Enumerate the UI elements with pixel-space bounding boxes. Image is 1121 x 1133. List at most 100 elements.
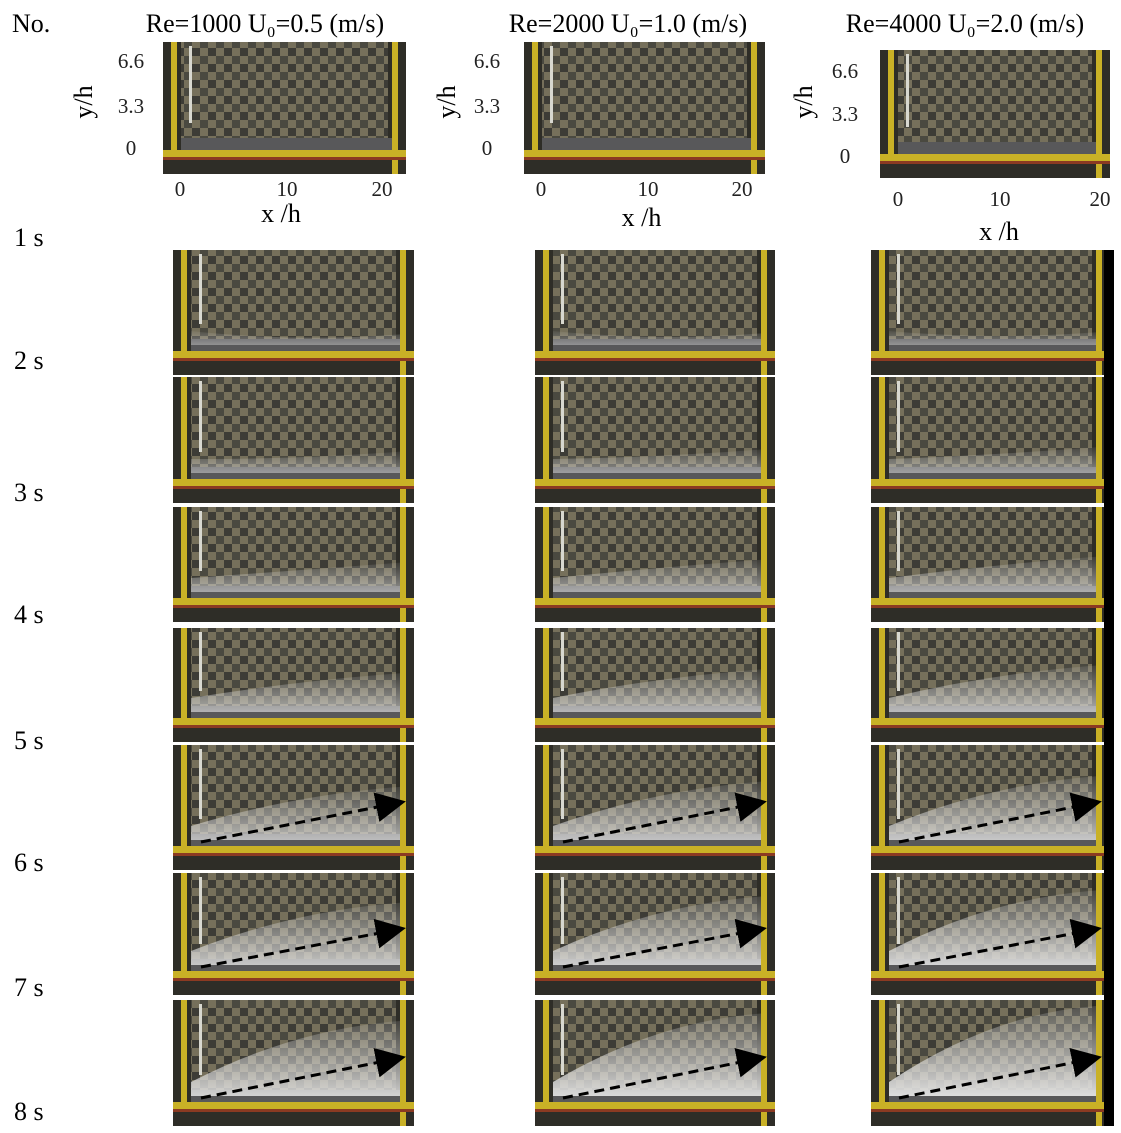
left-ruler [181, 377, 187, 483]
inlet-post [906, 54, 909, 127]
bottom-rail [535, 846, 775, 853]
bottom-rail-edge [173, 853, 414, 856]
bottom-rail [871, 718, 1110, 725]
bottom-rail [535, 718, 775, 725]
inlet-post [561, 1004, 564, 1075]
x-tick-label: 20 [1090, 187, 1111, 211]
bottom-rail [871, 598, 1110, 605]
inlet-post [897, 877, 900, 944]
inlet-post [199, 749, 202, 819]
bottom-rail [535, 971, 775, 978]
photo [524, 42, 765, 174]
x-tick-label: 0 [175, 177, 186, 201]
left-ruler [879, 377, 885, 483]
photo [871, 873, 1110, 995]
inlet-post [897, 254, 900, 324]
x-tick-label: 10 [990, 187, 1011, 211]
inlet-post [561, 254, 564, 324]
bottom-rail-edge [535, 358, 775, 361]
bottom-rail [871, 479, 1110, 486]
bottom-rail [871, 846, 1110, 853]
bottom-rail [173, 1102, 414, 1109]
left-ruler [543, 250, 549, 355]
photo [173, 250, 414, 375]
bottom-rail [535, 351, 775, 358]
photo [173, 507, 414, 622]
y-tick-label: 3.3 [832, 102, 858, 126]
photo [535, 745, 775, 870]
left-ruler [181, 250, 187, 355]
photo [535, 1000, 775, 1126]
x-axis-label: x /h [979, 217, 1019, 246]
inlet-post [897, 381, 900, 452]
left-ruler [181, 628, 187, 722]
bottom-rail-edge [871, 1109, 1110, 1112]
photo [535, 507, 775, 622]
page: {"header": {"no": "No.", "columns": [ {"… [0, 0, 1121, 1128]
floor [542, 138, 751, 150]
y-tick-label: 0 [840, 144, 851, 168]
bottom-rail [535, 479, 775, 486]
bottom-rail [880, 154, 1110, 161]
left-ruler [879, 507, 885, 602]
inlet-post [897, 632, 900, 691]
left-ruler [181, 1000, 187, 1106]
photo [163, 42, 406, 174]
left-ruler [543, 745, 549, 850]
y-axis-label: y/h [69, 85, 98, 118]
bottom-rail-edge [173, 605, 414, 608]
row-label: 5 s [14, 726, 44, 755]
x-tick-label: 0 [893, 187, 904, 211]
y-tick-label: 0 [126, 136, 137, 160]
column-title: Re=4000 U₀=2.0 (m/s) [846, 9, 1084, 38]
left-ruler [879, 873, 885, 975]
bottom-rail-edge [163, 157, 406, 160]
bottom-rail [173, 971, 414, 978]
left-ruler [543, 1000, 549, 1106]
left-ruler [543, 377, 549, 483]
bottom-rail-edge [535, 605, 775, 608]
inlet-post [199, 381, 202, 452]
bottom-rail-edge [535, 978, 775, 981]
inlet-post [199, 1004, 202, 1075]
x-tick-label: 20 [372, 177, 393, 201]
left-ruler [888, 50, 894, 158]
photo [871, 745, 1110, 870]
x-tick-label: 10 [638, 177, 659, 201]
y-tick-label: 6.6 [832, 59, 858, 83]
bottom-rail-edge [535, 486, 775, 489]
bottom-rail [173, 479, 414, 486]
y-tick-label: 3.3 [474, 94, 500, 118]
bottom-rail-edge [173, 486, 414, 489]
bottom-rail [871, 1102, 1110, 1109]
row-label: 1 s [14, 223, 44, 252]
photo [535, 377, 775, 503]
bottom-rail-edge [535, 725, 775, 728]
inlet-post [561, 632, 564, 691]
photo [871, 628, 1110, 742]
bottom-rail [871, 971, 1110, 978]
bottom-rail-edge [173, 978, 414, 981]
photo [173, 745, 414, 870]
photo [173, 628, 414, 742]
bottom-rail-edge [173, 725, 414, 728]
left-ruler [171, 42, 177, 154]
y-tick-label: 0 [482, 136, 493, 160]
bottom-rail-edge [173, 1109, 414, 1112]
x-tick-label: 0 [536, 177, 547, 201]
left-ruler [181, 507, 187, 602]
bottom-rail [173, 598, 414, 605]
header-no: No. [12, 9, 50, 38]
row-label: 8 s [14, 1097, 44, 1126]
bottom-rail [524, 150, 765, 157]
photo [535, 873, 775, 995]
x-tick-label: 20 [732, 177, 753, 201]
bottom-rail-edge [871, 358, 1110, 361]
inlet-post [189, 46, 192, 123]
y-axis-label: y/h [789, 85, 818, 118]
inlet-post [199, 511, 202, 571]
figure: No. Re=1000 U₀=0.5 (m/s)6.63.30y/h01020x… [0, 0, 1121, 1128]
bottom-rail-edge [880, 161, 1110, 164]
bottom-rail [871, 351, 1110, 358]
row-label: 7 s [14, 973, 44, 1002]
